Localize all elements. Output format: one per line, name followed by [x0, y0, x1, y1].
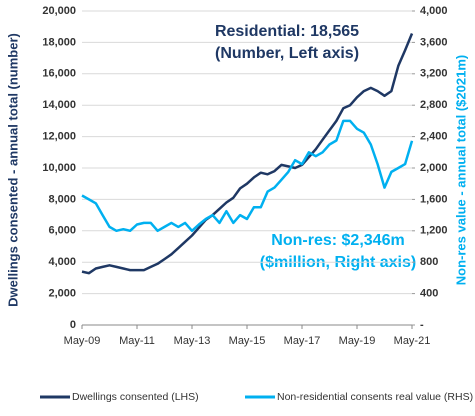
y2-tick-label: 800: [420, 256, 438, 268]
x-tick-label: May-19: [339, 335, 376, 347]
annotation: Residential: 18,565: [215, 23, 359, 40]
y2-axis-title: Non-res value - annual total ($2021m): [453, 55, 468, 285]
annotation: Non-res: $2,346m: [271, 232, 404, 249]
y2-tick-label: 2,800: [420, 99, 448, 111]
y-tick-label: 4,000: [48, 256, 76, 268]
x-tick-label: May-13: [174, 335, 211, 347]
y-tick-label: 8,000: [48, 193, 76, 205]
y2-tick-label: 2,400: [420, 131, 448, 143]
series-line: [81, 119, 414, 233]
x-tick-label: May-21: [394, 335, 431, 347]
y-tick-label: 2,000: [48, 288, 76, 300]
x-tick-label: May-15: [229, 335, 266, 347]
y-tick-label: 10,000: [42, 162, 76, 174]
y-tick-label: 6,000: [48, 225, 76, 237]
y2-tick-label: 4,000: [420, 5, 448, 17]
y-tick-label: 20,000: [42, 5, 76, 17]
y-tick-label: 18,000: [42, 36, 76, 48]
y2-tick-label: -: [420, 319, 424, 331]
y-tick-label: 16,000: [42, 68, 76, 80]
series-line: [81, 33, 414, 275]
y2-tick-label: 1,200: [420, 225, 448, 237]
annotation: (Number, Left axis): [215, 45, 359, 62]
y2-tick-label: 1,600: [420, 193, 448, 205]
x-tick-label: May-11: [119, 335, 155, 347]
y2-tick-label: 3,600: [420, 36, 448, 48]
y-axis-title: Dwellings consented - annual total (numb…: [5, 33, 20, 307]
y-tick-label: 0: [70, 319, 76, 331]
legend-label: Dwellings consented (LHS): [72, 391, 199, 403]
y-tick-label: 12,000: [42, 131, 76, 143]
legend-label: Non-residential consents real value (RHS…: [277, 391, 473, 403]
x-tick-label: May-09: [64, 335, 101, 347]
y-tick-label: 14,000: [42, 99, 76, 111]
y2-tick-label: 3,200: [420, 68, 448, 80]
y2-tick-label: 2,000: [420, 162, 448, 174]
y2-tick-label: 400: [420, 288, 438, 300]
annotation: ($million, Right axis): [260, 254, 416, 271]
x-tick-label: May-17: [284, 335, 321, 347]
